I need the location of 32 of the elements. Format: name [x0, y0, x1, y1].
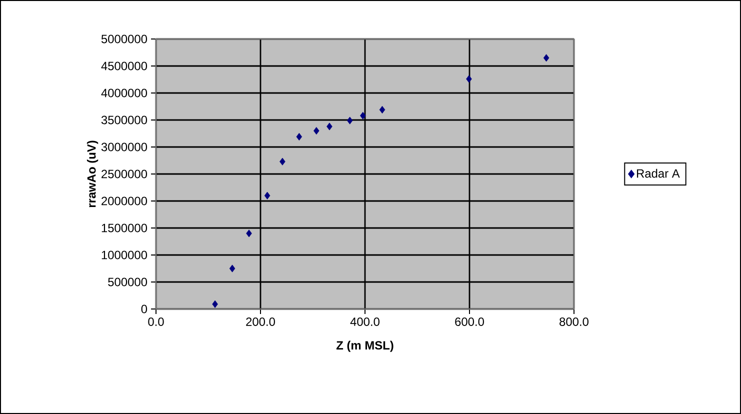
- y-tick-label: 1500000: [102, 224, 148, 232]
- point: [346, 116, 353, 124]
- point: [379, 106, 386, 114]
- y-tick-label: 4500000: [101, 62, 148, 70]
- point: [296, 132, 302, 141]
- point: [246, 230, 252, 238]
- y-tick-label: 2500000: [102, 170, 148, 178]
- y-tick-label: 2000000: [102, 196, 148, 206]
- x-axis-title: Z (m MSL): [336, 340, 394, 352]
- x-tick-label: 600.0: [455, 318, 484, 326]
- y-tick-label: 1000000: [102, 250, 148, 260]
- point: [264, 192, 270, 200]
- point: [229, 264, 236, 272]
- x-tick-label: 400.0: [350, 318, 380, 326]
- point: [360, 112, 366, 120]
- point: [543, 54, 550, 62]
- y-tick-label: 3500000: [101, 116, 148, 124]
- point: [326, 122, 332, 130]
- legend-label: Radar A: [636, 168, 680, 178]
- y-tick-label: 4000000: [101, 88, 148, 98]
- point: [212, 300, 218, 308]
- y-tick-label: 3000000: [101, 142, 148, 152]
- point: [314, 127, 320, 135]
- x-tick-label: 0.0: [148, 318, 164, 326]
- y-tick-label: 5000000: [101, 34, 148, 44]
- x-tick-label: 800.0: [560, 318, 588, 326]
- y-tick-label: 500000: [108, 278, 148, 286]
- x-tick-label: 200.0: [246, 318, 275, 326]
- y-axis-title: rrawAo (uV): [86, 140, 98, 208]
- point: [280, 158, 286, 166]
- y-tick-label: 0: [141, 304, 148, 314]
- point: [466, 75, 472, 83]
